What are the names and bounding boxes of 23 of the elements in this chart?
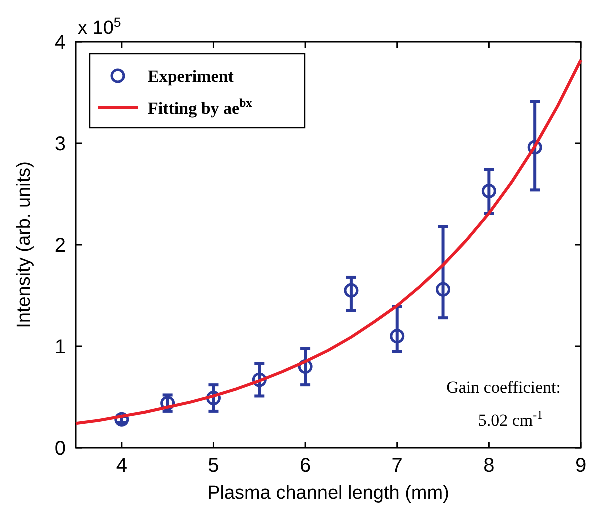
point: [436, 282, 451, 297]
y-tick-label: 3: [54, 134, 66, 156]
point: [344, 283, 359, 298]
point: [390, 329, 405, 344]
line-series: [74, 58, 582, 426]
x-tick-label: 8: [484, 455, 495, 477]
legend-label: Experiment: [148, 67, 234, 86]
text: x 10$^{5}$: [78, 14, 122, 39]
x-tick-label: 4: [116, 455, 128, 477]
y-tick-label: 1: [54, 336, 66, 358]
y-tick-label: 2: [54, 235, 66, 257]
y-tick-label: 0: [54, 438, 66, 460]
x-tick-label: 6: [300, 455, 312, 477]
annotation: 5.02 cm$^{-1}$: [478, 408, 544, 430]
point: [482, 184, 496, 198]
y-axis-title: Intensity (arb. units): [14, 162, 35, 328]
legend-label: Fitting by ae$^{bx}$: [148, 96, 252, 118]
y-tick-label: 4: [54, 32, 66, 54]
annotation: Gain coefficient:: [446, 378, 561, 397]
x-tick-label: 7: [392, 455, 403, 477]
x-tick-label: 5: [208, 455, 220, 477]
x-tick-label: 9: [575, 455, 587, 477]
x-axis-title: Plasma channel length (mm): [208, 483, 450, 504]
